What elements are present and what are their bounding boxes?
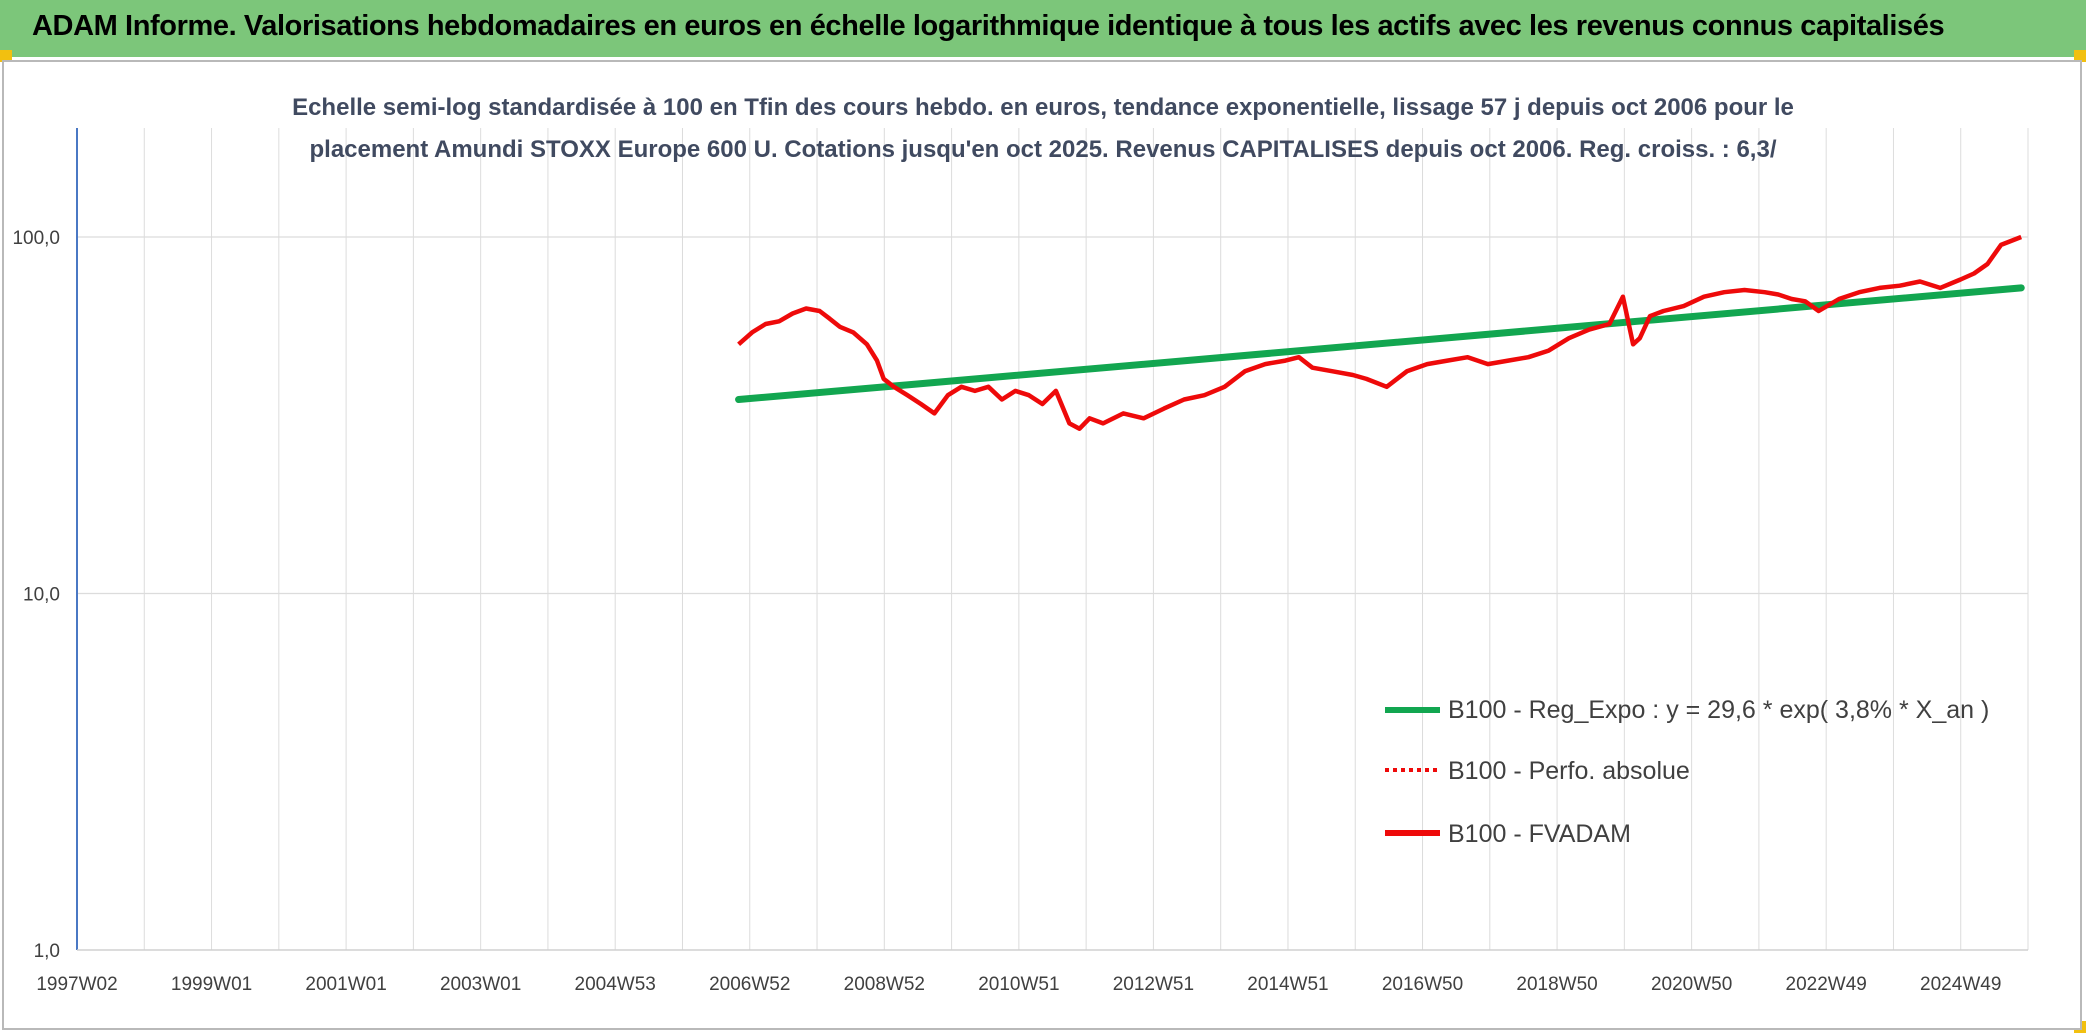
series [735,234,2025,431]
x-tick-label: 2010W51 [978,974,1059,995]
chart-subtitle-line-1: Echelle semi-log standardisée à 100 en T… [292,94,1794,121]
corner-marker-top-right [2074,50,2086,62]
legend-label-perfo-absolue: B100 - Perfo. absolue [1448,757,1690,785]
x-tick-label: 2008W52 [844,974,925,995]
report-title: ADAM Informe. Valorisations hebdomadaire… [32,10,1945,42]
x-tick-label: 2012W51 [1113,974,1194,995]
corner-marker-top-left [0,50,12,62]
x-tick-label: 2001W01 [305,974,386,995]
x-tick-label: 2024W49 [1920,974,2001,995]
x-tick-label: 2018W50 [1516,974,1597,995]
legend: B100 - Reg_Expo : y = 29,6 * exp( 3,8% *… [1385,696,1989,848]
grid [77,128,2029,950]
x-tick-label: 2022W49 [1786,974,1867,995]
legend-label-regression: B100 - Reg_Expo : y = 29,6 * exp( 3,8% *… [1448,696,1989,724]
series-line-regression [735,284,2025,404]
x-tick-label: 2003W01 [440,974,521,995]
x-tick-label: 2020W50 [1651,974,1732,995]
x-tick-label: 1999W01 [171,974,252,995]
legend-label-fvadam: B100 - FVADAM [1448,820,1631,848]
y-tick-labels: 1,0 10,0 100,0 [12,228,60,962]
y-tick-label: 100,0 [12,228,60,249]
header-bar: ADAM Informe. Valorisations hebdomadaire… [0,0,2086,60]
y-tick-label: 10,0 [23,585,60,606]
x-tick-label: 1997W02 [36,974,117,995]
y-tick-label: 1,0 [34,941,60,962]
x-tick-label: 2014W51 [1247,974,1328,995]
chart-frame [2,60,2082,1030]
x-tick-label: 2006W52 [709,974,790,995]
x-tick-label: 2004W53 [575,974,656,995]
chart-subtitle-line-2: placement Amundi STOXX Europe 600 U. Cot… [310,136,1777,163]
x-tick-labels: 1997W02 1999W01 2001W01 2003W01 2004W53 2006W… [36,974,2001,995]
x-tick-label: 2016W50 [1382,974,1463,995]
series-line-fvadam [737,234,2023,431]
